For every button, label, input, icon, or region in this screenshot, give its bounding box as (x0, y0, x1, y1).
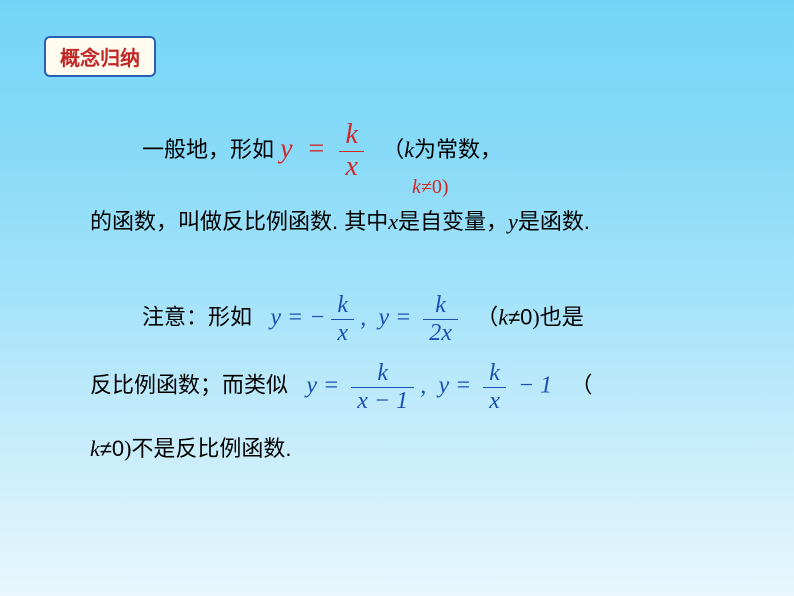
fraction-k-over-x: k x (339, 120, 363, 183)
note-line3: k≠0)不是反比例函数. (90, 428, 710, 470)
formula-xm1: y = k x − 1 (306, 360, 414, 414)
formula-neg: y = − k x (270, 292, 354, 346)
formula-2x: y = k 2x (378, 292, 458, 346)
slide-content: 一般地，形如 y = k x （k为常数， k≠0) 的函数，叫做反比例函数. … (90, 120, 710, 476)
k-not-zero: k≠0) (412, 176, 449, 199)
main-formula: y = k x (280, 120, 364, 183)
fraction-neg-k-x: k x (331, 292, 354, 346)
definition-block: 一般地，形如 y = k x （k为常数， k≠0) 的函数，叫做反比例函数. … (90, 120, 710, 242)
badge-label: 概念归纳 (60, 48, 140, 70)
note-line1: 注意：形如 y = − k x , y = k 2x （k≠0)也是 (90, 292, 710, 346)
text-general: 一般地，形如 (142, 137, 274, 162)
fraction-k-2x: k 2x (423, 292, 458, 346)
note-block: 注意：形如 y = − k x , y = k 2x （k≠0)也是 反比例函数… (90, 292, 710, 469)
formula-m1: y = k x − 1 (438, 360, 552, 414)
def-line1: 一般地，形如 y = k x （k为常数， (90, 120, 710, 183)
note-line2: 反比例函数；而类似 y = k x − 1 , y = k x − 1 （ (90, 360, 710, 414)
fraction-k-x-tail: k x (483, 360, 506, 414)
fraction-k-xm1: k x − 1 (351, 360, 414, 414)
concept-badge: 概念归纳 (44, 36, 156, 77)
def-line2: 的函数，叫做反比例函数. 其中x是自变量，y是函数. (90, 201, 710, 243)
